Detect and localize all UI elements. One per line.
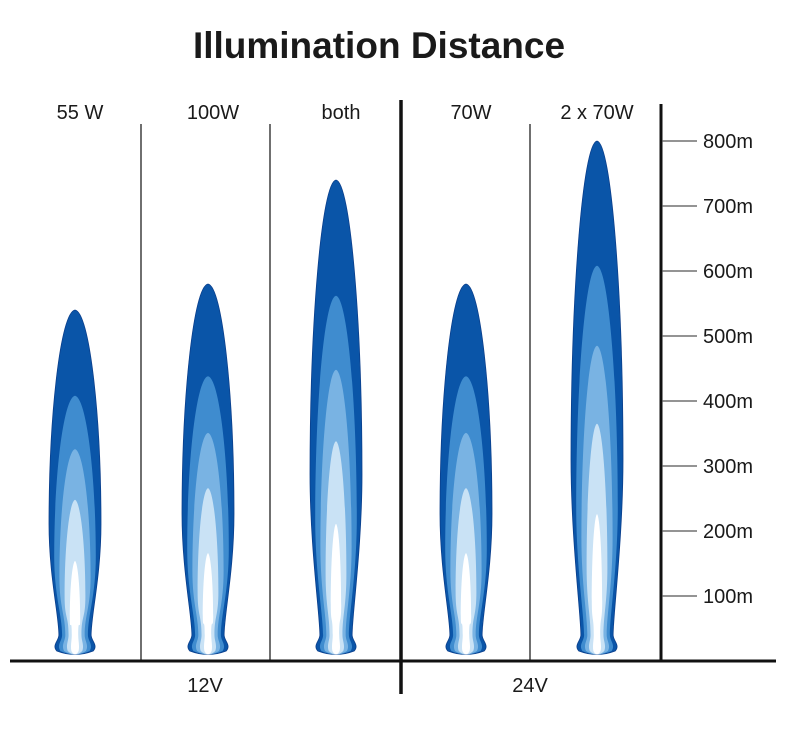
y-tick-label: 800m	[703, 131, 753, 153]
y-tick-label: 700m	[703, 196, 753, 218]
y-tick-label: 600m	[703, 261, 753, 283]
y-tick-label: 400m	[703, 391, 753, 413]
category-label: 70W	[450, 102, 491, 124]
voltage-label: 24V	[512, 675, 548, 697]
y-tick-label: 100m	[703, 586, 753, 608]
y-tick-label: 200m	[703, 521, 753, 543]
y-tick-label: 500m	[703, 326, 753, 348]
beam-100w	[181, 283, 235, 655]
beam-2x70w	[570, 140, 624, 655]
chart-title: Illumination Distance	[193, 25, 565, 66]
category-label: 100W	[187, 102, 239, 124]
beam-layer-4	[460, 553, 472, 655]
voltage-label: 12V	[187, 675, 223, 697]
beam-layer-4	[330, 523, 342, 655]
category-label: 55 W	[57, 102, 104, 124]
beam-55w	[48, 309, 102, 655]
category-label: 2 x 70W	[560, 102, 633, 124]
beam-both	[309, 179, 363, 655]
beam-layer-4	[591, 514, 603, 655]
y-tick-label: 300m	[703, 456, 753, 478]
beam-layer-4	[202, 553, 214, 655]
category-label: both	[322, 102, 361, 124]
beam-70w	[439, 283, 493, 655]
beam-layer-4	[69, 560, 81, 655]
